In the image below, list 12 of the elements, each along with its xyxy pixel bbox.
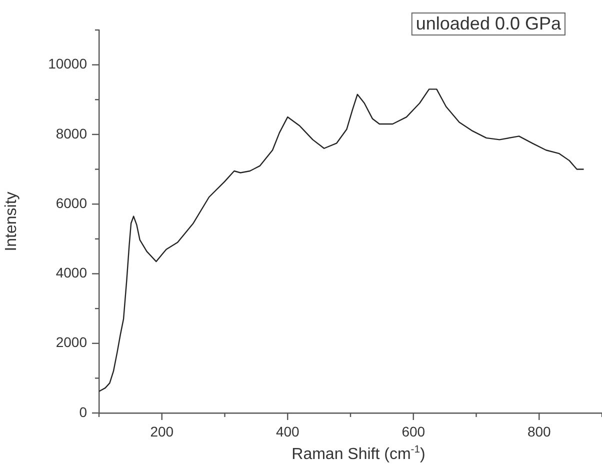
y-tick-label: 8000 xyxy=(56,125,88,142)
y-axis-title: Intensity xyxy=(3,192,20,252)
y-tick-label: 2000 xyxy=(56,334,88,350)
y-tick-label: 10000 xyxy=(48,56,88,72)
x-tick-label: 400 xyxy=(276,423,300,440)
x-tick-label: 600 xyxy=(402,423,426,440)
x-tick-label: 800 xyxy=(527,423,552,440)
y-tick-label: 0 xyxy=(79,404,88,420)
y-tick-label: 6000 xyxy=(56,194,88,211)
x-tick-label: 200 xyxy=(150,423,174,440)
annotation: unloaded 0.0 GPa xyxy=(416,13,562,34)
y-tick-label: 4000 xyxy=(56,264,88,281)
